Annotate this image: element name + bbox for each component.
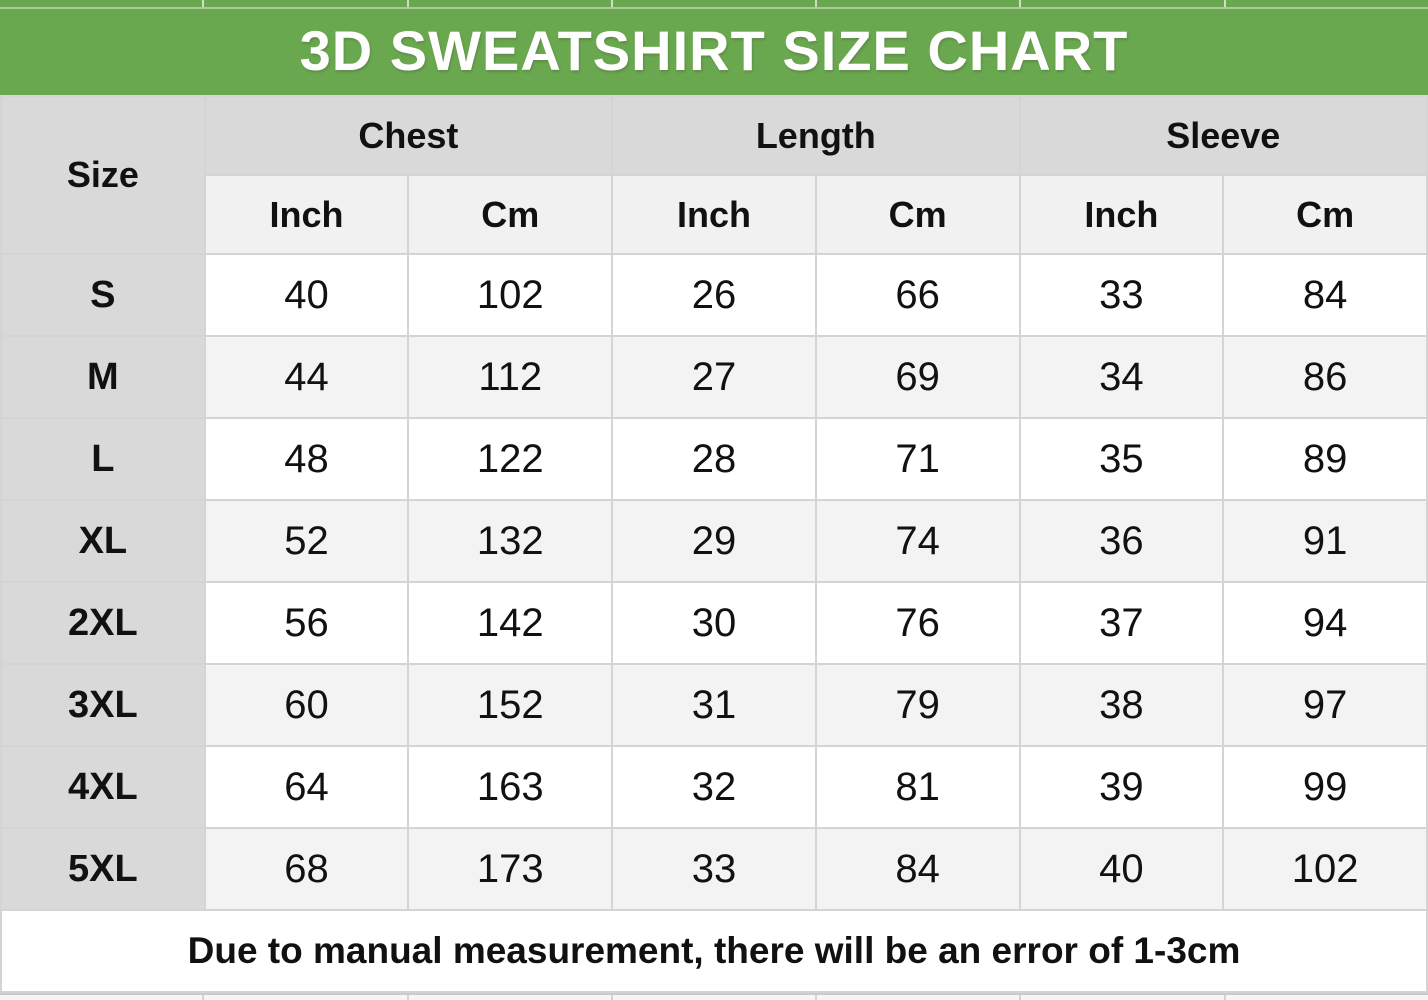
table-cell: 31 [611, 663, 817, 747]
table-cell: 68 [203, 827, 410, 911]
grid-cell [1226, 995, 1428, 1000]
measurement-note: Due to manual measurement, there will be… [0, 909, 1428, 993]
table-cell: 48 [203, 417, 410, 501]
grid-cell [204, 995, 409, 1000]
table-cell: 27 [611, 335, 817, 419]
table-cell: 102 [1222, 827, 1428, 911]
column-header-sleeve-inch: Inch [1018, 174, 1225, 255]
column-group-header-sleeve: Sleeve [1018, 95, 1428, 176]
size-label: S [0, 253, 206, 337]
title-banner: 3D SWEATSHIRT SIZE CHART [0, 9, 1428, 95]
table-cell: 52 [203, 499, 410, 583]
table-row-m: M 44 112 27 69 34 86 [0, 335, 1428, 419]
grid-cell [204, 0, 409, 7]
table-cell: 152 [407, 663, 614, 747]
table-cell: 91 [1222, 499, 1428, 583]
table-row-5xl: 5XL 68 173 33 84 40 102 [0, 827, 1428, 911]
table-cell: 74 [814, 499, 1021, 583]
grid-cell [409, 0, 613, 7]
table-cell: 26 [611, 253, 817, 337]
table-cell: 69 [814, 335, 1021, 419]
table-cell: 89 [1222, 417, 1428, 501]
table-cell: 40 [203, 253, 410, 337]
table-cell: 94 [1222, 581, 1428, 665]
top-partial-grid-row [0, 0, 1428, 9]
size-chart-table: Size Chest Length Sleeve Inch Cm Inch Cm… [0, 95, 1428, 993]
column-header-size: Size [0, 95, 206, 255]
column-group-header-chest: Chest [203, 95, 614, 176]
grid-cell [1021, 0, 1226, 7]
table-cell: 84 [814, 827, 1021, 911]
column-header-length-cm: Cm [814, 174, 1021, 255]
column-header-length-inch: Inch [611, 174, 817, 255]
table-row-3xl: 3XL 60 152 31 79 38 97 [0, 663, 1428, 747]
table-cell: 60 [203, 663, 410, 747]
grid-cell [1226, 0, 1428, 7]
table-cell: 35 [1018, 417, 1225, 501]
table-cell: 97 [1222, 663, 1428, 747]
table-cell: 71 [814, 417, 1021, 501]
table-cell: 30 [611, 581, 817, 665]
table-cell: 39 [1018, 745, 1225, 829]
table-cell: 28 [611, 417, 817, 501]
table-cell: 79 [814, 663, 1021, 747]
table-cell: 33 [1018, 253, 1225, 337]
table-cell: 112 [407, 335, 614, 419]
table-cell: 81 [814, 745, 1021, 829]
table-row-xl: XL 52 132 29 74 36 91 [0, 499, 1428, 583]
table-cell: 36 [1018, 499, 1225, 583]
size-label: 4XL [0, 745, 206, 829]
size-label: M [0, 335, 206, 419]
table-cell: 99 [1222, 745, 1428, 829]
table-cell: 86 [1222, 335, 1428, 419]
table-cell: 44 [203, 335, 410, 419]
bottom-partial-grid-row [0, 993, 1428, 1000]
grid-cell [817, 995, 1022, 1000]
size-label: XL [0, 499, 206, 583]
table-row-s: S 40 102 26 66 33 84 [0, 253, 1428, 337]
table-cell: 84 [1222, 253, 1428, 337]
grid-cell [817, 0, 1022, 7]
grid-cell [409, 995, 613, 1000]
table-cell: 38 [1018, 663, 1225, 747]
size-label: L [0, 417, 206, 501]
table-cell: 102 [407, 253, 614, 337]
grid-cell [0, 0, 205, 7]
grid-cell [613, 995, 818, 1000]
table-cell: 64 [203, 745, 410, 829]
grid-cell [1021, 995, 1226, 1000]
table-cell: 132 [407, 499, 614, 583]
table-row-2xl: 2XL 56 142 30 76 37 94 [0, 581, 1428, 665]
table-cell: 34 [1018, 335, 1225, 419]
column-header-sleeve-cm: Cm [1222, 174, 1428, 255]
table-cell: 33 [611, 827, 817, 911]
size-label: 2XL [0, 581, 206, 665]
column-group-header-length: Length [611, 95, 1021, 176]
table-cell: 40 [1018, 827, 1225, 911]
grid-cell [0, 995, 205, 1000]
column-header-chest-inch: Inch [203, 174, 410, 255]
table-cell: 37 [1018, 581, 1225, 665]
grid-cell [613, 0, 818, 7]
table-cell: 173 [407, 827, 614, 911]
table-cell: 142 [407, 581, 614, 665]
table-cell: 163 [407, 745, 614, 829]
size-label: 3XL [0, 663, 206, 747]
column-header-chest-cm: Cm [407, 174, 614, 255]
table-cell: 29 [611, 499, 817, 583]
table-row-l: L 48 122 28 71 35 89 [0, 417, 1428, 501]
table-cell: 122 [407, 417, 614, 501]
size-label: 5XL [0, 827, 206, 911]
table-cell: 56 [203, 581, 410, 665]
table-cell: 32 [611, 745, 817, 829]
table-row-4xl: 4XL 64 163 32 81 39 99 [0, 745, 1428, 829]
table-cell: 66 [814, 253, 1021, 337]
table-cell: 76 [814, 581, 1021, 665]
